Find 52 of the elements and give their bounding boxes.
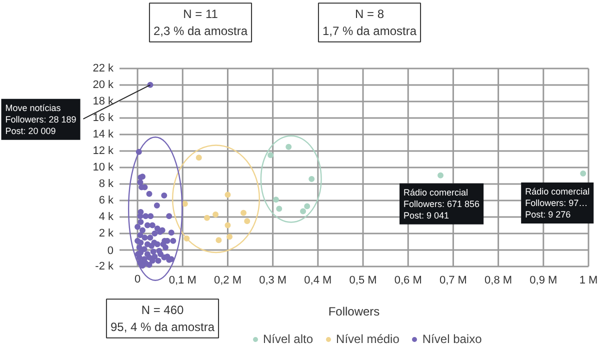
y-tick-label: 18 k	[92, 96, 114, 108]
text: N = 8 1,7 % da amostra	[322, 7, 417, 38]
annotation: Rádio comercial Followers: 97… Post: 9 276	[525, 186, 590, 220]
x-tick-label: 1 M	[579, 274, 598, 286]
point	[272, 196, 279, 203]
x-tick-label: 0,6 M	[394, 274, 422, 286]
point	[212, 212, 219, 218]
y-tick-label: -2 k	[95, 260, 114, 272]
x-axis-title: Followers	[328, 304, 380, 318]
y-tick-label: 8 k	[98, 178, 114, 190]
y-tick-label: 4 k	[98, 211, 114, 223]
text: N = 11 2,3 % da amostra	[153, 7, 248, 38]
x-tick-label: 0,3 M	[259, 274, 287, 286]
y-tick-label: 0	[107, 245, 114, 257]
point	[300, 208, 306, 214]
point	[268, 152, 274, 158]
legend-label: Nível alto	[263, 332, 314, 346]
x-tick-label: 0,4 M	[304, 274, 332, 286]
point	[276, 206, 282, 212]
x-tick-label: 0,1 M	[168, 274, 196, 286]
text: N = 460 95, 4 % da amostra	[110, 303, 215, 334]
point	[438, 172, 444, 178]
legend-label: Nível médio	[336, 332, 400, 346]
x-tick-label: 0,9 M	[530, 274, 558, 286]
x-tick-label: 0	[134, 274, 141, 286]
point	[216, 237, 222, 244]
y-tick-label: 6 k	[98, 194, 114, 206]
legend-label: Nível baixo	[422, 332, 482, 346]
y-tick-label: 16 k	[92, 112, 114, 124]
point	[240, 210, 247, 216]
point	[580, 170, 586, 176]
point	[226, 234, 233, 240]
y-tick-label: 10 k	[92, 162, 114, 174]
point	[308, 176, 315, 182]
point	[224, 192, 231, 198]
x-tick-label: 0,7 M	[439, 274, 467, 286]
point	[196, 154, 202, 161]
y-tick-label: 22 k	[92, 62, 114, 74]
point	[224, 222, 231, 228]
y-tick-label: 14 k	[92, 128, 114, 140]
y-tick-label: 12 k	[92, 145, 114, 157]
annotation: Move notícias Followers: 28 189 Post: 20 009	[5, 102, 76, 136]
x-tick-label: 0,2 M	[214, 274, 242, 286]
annotation: Rádio comercial Followers: 671 856 Post: 9 041	[404, 187, 480, 220]
point	[286, 144, 292, 150]
x-tick-label: 0,5 M	[349, 274, 377, 286]
point	[204, 214, 210, 221]
point	[244, 218, 250, 224]
point	[304, 203, 310, 210]
x-tick-label: 0,8 M	[484, 274, 512, 286]
y-tick-label: 2 k	[98, 228, 114, 240]
y-tick-label: 20 k	[92, 79, 114, 91]
